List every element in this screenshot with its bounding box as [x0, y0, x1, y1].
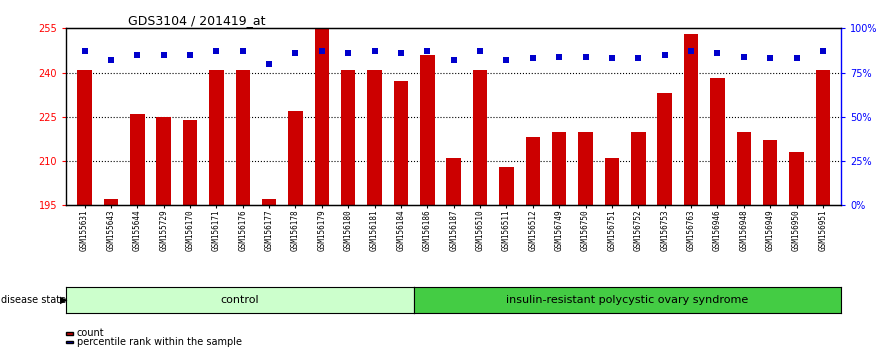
Bar	[209, 70, 224, 205]
Bar	[657, 93, 672, 205]
Bar	[578, 132, 593, 205]
Bar	[604, 158, 619, 205]
Text: control: control	[220, 295, 259, 305]
Bar	[235, 70, 250, 205]
Bar	[684, 34, 699, 205]
Bar	[500, 167, 514, 205]
Bar	[763, 141, 777, 205]
Bar	[420, 55, 434, 205]
Bar	[631, 132, 646, 205]
Bar	[315, 28, 329, 205]
Bar	[473, 70, 487, 205]
Bar	[262, 199, 277, 205]
Bar	[447, 158, 461, 205]
Bar	[130, 114, 144, 205]
Bar	[394, 81, 408, 205]
Bar	[78, 70, 92, 205]
Text: percentile rank within the sample: percentile rank within the sample	[77, 337, 241, 347]
Text: insulin-resistant polycystic ovary syndrome: insulin-resistant polycystic ovary syndr…	[507, 295, 749, 305]
Bar	[182, 120, 197, 205]
Bar	[737, 132, 751, 205]
Bar	[367, 70, 381, 205]
Bar	[552, 132, 566, 205]
Text: count: count	[77, 329, 104, 338]
Bar	[816, 70, 830, 205]
Text: disease state: disease state	[1, 295, 66, 305]
Bar	[526, 137, 540, 205]
Bar	[104, 199, 118, 205]
Bar	[288, 111, 303, 205]
Bar	[710, 79, 725, 205]
Bar	[789, 152, 803, 205]
Text: GDS3104 / 201419_at: GDS3104 / 201419_at	[128, 14, 265, 27]
Text: ▶: ▶	[60, 295, 68, 305]
Bar	[157, 117, 171, 205]
Bar	[341, 70, 356, 205]
